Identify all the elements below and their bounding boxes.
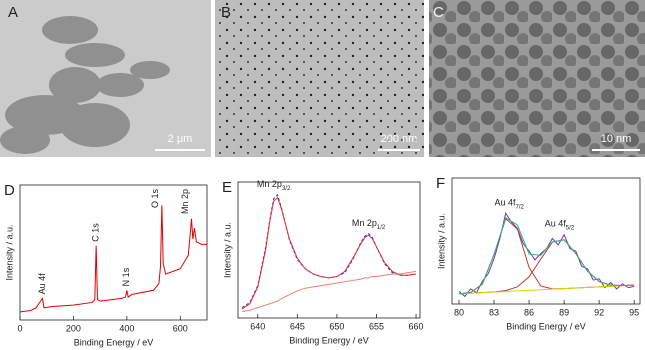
x-tick-label: 86 xyxy=(524,307,534,317)
spectrum-line xyxy=(241,270,417,313)
x-tick-label: 0 xyxy=(17,323,22,333)
spectrum-line xyxy=(19,205,207,313)
panel-label: A xyxy=(8,4,18,21)
peak-label-subscript: 7/2 xyxy=(516,204,525,210)
peak-label: Au 4f xyxy=(37,273,47,295)
tem-image-b: B 200 nm xyxy=(215,0,424,157)
scale-bar-label: 2 μm xyxy=(168,133,193,145)
panel-label: B xyxy=(221,4,231,21)
spectrum-line xyxy=(241,196,417,310)
peak-label-main: Mn 2p xyxy=(352,218,377,228)
x-tick-label: 640 xyxy=(250,321,265,331)
x-tick-label: 89 xyxy=(559,307,569,317)
scale-bar-label: 10 nm xyxy=(601,133,632,145)
x-tick-label: 650 xyxy=(329,321,344,331)
peak-label: N 1s xyxy=(121,267,131,286)
peak-label-subscript: 5/2 xyxy=(566,225,575,231)
x-tick-label: 92 xyxy=(594,307,604,317)
x-tick-label: 645 xyxy=(290,321,305,331)
peak-label: C 1s xyxy=(91,223,101,242)
peak-label: Mn 2p3/2 xyxy=(257,179,291,191)
peak-label-subscript: 1/2 xyxy=(377,224,386,230)
spectrum-line xyxy=(458,217,635,295)
peak-label-subscript: 3/2 xyxy=(282,186,291,192)
x-tick-label: 200 xyxy=(66,323,81,333)
panel-label: E xyxy=(222,179,232,196)
peak-label-main: Au 4f xyxy=(545,219,567,229)
y-axis-label: Intensity / a.u. xyxy=(436,213,446,269)
plot-frame xyxy=(451,177,641,305)
plot-frame xyxy=(19,184,208,321)
x-axis-label: Binding Energy / eV xyxy=(506,321,586,331)
y-axis-label: Intensity / a.u. xyxy=(4,224,14,280)
x-tick-label: 95 xyxy=(629,307,639,317)
spectrum-line xyxy=(458,217,635,295)
peak-label-main: Au 4f xyxy=(495,198,517,208)
panel-label: C xyxy=(433,4,444,21)
x-axis-label: Binding Energy / eV xyxy=(289,335,369,345)
spectrum-line xyxy=(241,194,417,309)
x-tick-label: 600 xyxy=(173,323,188,333)
x-axis-label: Binding Energy / eV xyxy=(74,337,154,347)
x-tick-label: 83 xyxy=(489,307,499,317)
x-tick-label: 655 xyxy=(369,321,384,331)
scale-bar-label: 200 nm xyxy=(381,133,418,145)
y-axis-label: Intensity / a.u. xyxy=(222,222,232,278)
plot-frame xyxy=(237,181,421,319)
panel-label: D xyxy=(4,182,15,199)
peak-label: Au 4f7/2 xyxy=(495,198,525,210)
tem-image-a: A 2 μm xyxy=(0,0,211,157)
peak-label: Mn 2p1/2 xyxy=(352,218,386,230)
x-tick-label: 80 xyxy=(454,307,464,317)
spectrum-line xyxy=(458,284,635,295)
peak-label: O 1s xyxy=(150,189,160,209)
tem-image-c: C 10 nm xyxy=(429,0,645,157)
panel-label: F xyxy=(436,175,445,192)
x-tick-label: 400 xyxy=(119,323,134,333)
peak-label: Mn 2p xyxy=(180,189,190,214)
peak-label-main: Mn 2p xyxy=(257,179,282,189)
x-tick-label: 660 xyxy=(409,321,424,331)
peak-label: Au 4f5/2 xyxy=(545,219,575,231)
